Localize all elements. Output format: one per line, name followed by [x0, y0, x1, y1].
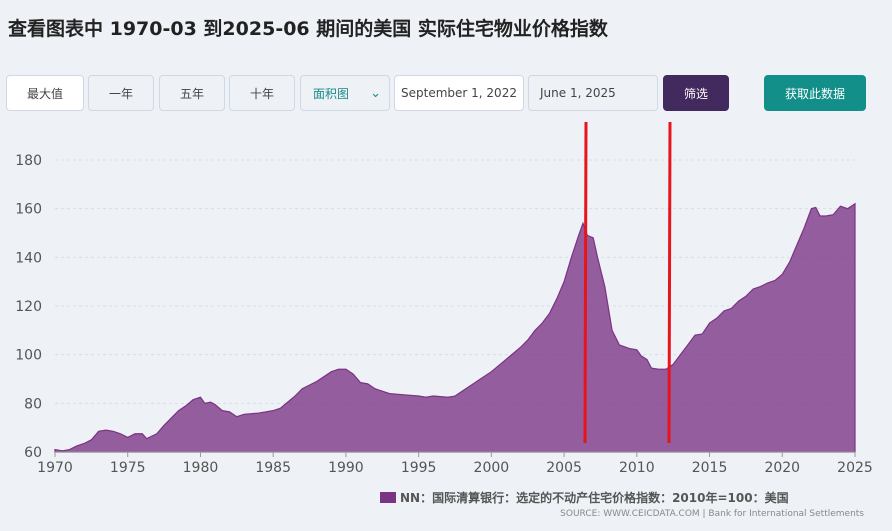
- select-arrow: ⌄: [370, 85, 381, 101]
- x-tick-label: 2025: [837, 460, 873, 476]
- y-tick-label: 160: [15, 202, 42, 218]
- annotation-line: [667, 121, 672, 444]
- filter-button[interactable]: 筛选: [663, 75, 729, 111]
- x-tick-label: 1970: [37, 460, 73, 476]
- x-tick-label: 1980: [183, 460, 219, 476]
- x-tick-label: 2000: [474, 460, 510, 476]
- end-date[interactable]: June 1, 2025: [528, 75, 658, 111]
- x-tick-label: 1990: [328, 460, 364, 476]
- x-tick-label: 2005: [546, 460, 582, 476]
- get-data-button[interactable]: 获取此数据: [764, 75, 866, 111]
- range-button[interactable]: 一年: [88, 75, 154, 111]
- x-tick-label: 1975: [110, 460, 146, 476]
- y-tick-label: 180: [15, 153, 42, 169]
- x-tick-label: 1985: [255, 460, 291, 476]
- chart-type-select[interactable]: 面积图 ⌄: [300, 75, 390, 111]
- start-date[interactable]: September 1, 2022: [394, 75, 524, 111]
- x-tick-label: 2015: [692, 460, 728, 476]
- x-tick-label: 2020: [764, 460, 800, 476]
- y-tick-label: 100: [15, 348, 42, 364]
- select-label: 面积图: [313, 86, 350, 101]
- range-button[interactable]: 最大值: [6, 75, 84, 111]
- x-tick-label: 2010: [619, 460, 655, 476]
- y-tick-label: 60: [24, 445, 42, 461]
- source: SOURCE: WWW.CEICDATA.COM | Bank for Inte…: [560, 509, 864, 519]
- area: [54, 202, 856, 453]
- range-button[interactable]: 十年: [229, 75, 295, 111]
- annotation-line: [583, 121, 588, 444]
- legend-swatch: [380, 492, 396, 503]
- y-tick-label: 80: [24, 396, 42, 412]
- x-tick-label: 1995: [401, 460, 437, 476]
- legend-label: NN：国际清算银行：选定的不动产住宅价格指数：2010年=100：美国: [400, 490, 789, 505]
- range-button[interactable]: 五年: [159, 75, 225, 111]
- y-tick-label: 140: [15, 250, 42, 266]
- chart-title: 查看图表中 1970-03 到2025-06 期间的美国 实际住宅物业价格指数: [8, 18, 608, 40]
- y-tick-label: 120: [15, 299, 42, 315]
